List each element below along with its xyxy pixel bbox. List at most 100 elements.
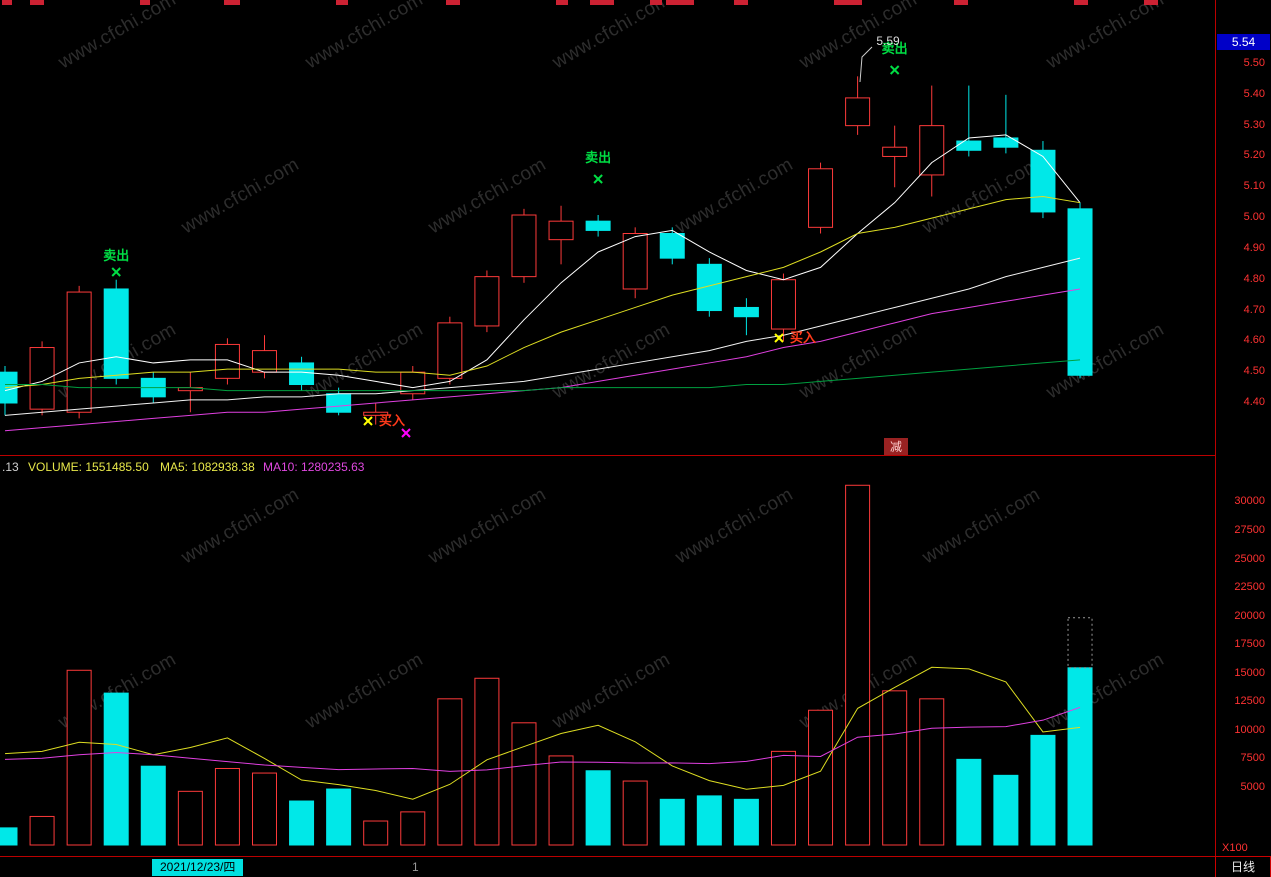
volume-bar[interactable] [437, 698, 463, 846]
volume-bar[interactable] [548, 755, 574, 846]
volume-bar[interactable] [770, 750, 796, 846]
candle-body[interactable] [696, 263, 722, 312]
x-mark-icon [401, 428, 411, 438]
volume-bar[interactable] [251, 772, 277, 846]
candle-body[interactable] [511, 214, 537, 278]
candle-body[interactable] [585, 220, 611, 231]
axis-label: 25000 [1234, 552, 1265, 565]
price-ma-line-MA60 [5, 359, 1081, 392]
axis-label: 10000 [1234, 723, 1265, 736]
volume-ghost-outline [1067, 617, 1093, 669]
axis-label: 4.40 [1243, 395, 1265, 408]
candle-body[interactable] [1030, 149, 1056, 213]
candle-body[interactable] [289, 362, 315, 386]
volume-bar[interactable] [326, 788, 352, 846]
top-edge-mark [556, 0, 568, 5]
volume-bar[interactable] [919, 698, 945, 846]
volume-value: VOLUME: 1551485.50 [28, 460, 149, 474]
candle-body[interactable] [548, 220, 574, 241]
candle-body[interactable] [326, 393, 352, 413]
ma10-number: 1280235.63 [301, 460, 365, 474]
axis-label: 7500 [1240, 752, 1265, 765]
volume-bar[interactable] [696, 795, 722, 846]
volume-ma-line-MA5 [4, 666, 1081, 800]
volume-bar[interactable] [363, 820, 389, 846]
volume-bar[interactable] [956, 758, 982, 846]
top-edge-mark [446, 0, 460, 5]
axis-label: 17500 [1234, 638, 1265, 651]
axis-label: 5.30 [1243, 118, 1265, 131]
ma5-number: 1082938.38 [191, 460, 255, 474]
last-price-tag: 5.54 [1217, 34, 1270, 50]
candle-body[interactable] [659, 232, 685, 259]
candle-body[interactable] [845, 97, 871, 127]
top-edge-mark [224, 0, 240, 5]
top-edge-mark [734, 0, 748, 5]
volume-bar[interactable] [808, 709, 834, 846]
volume-bar[interactable] [1067, 667, 1093, 846]
reduce-badge-bg [884, 438, 908, 455]
volume-bar[interactable] [622, 780, 648, 846]
volume-bar[interactable] [882, 690, 908, 846]
x-mark-icon [889, 65, 900, 75]
candle-body[interactable] [29, 347, 55, 410]
volume-bar[interactable] [585, 770, 611, 846]
candle-body[interactable] [956, 140, 982, 151]
period-selector[interactable]: 日线 [1215, 856, 1271, 877]
candle-body[interactable] [214, 343, 240, 379]
buy-signal-label: 买入 [790, 330, 816, 345]
candle-body[interactable] [733, 306, 759, 318]
top-edge-mark [650, 0, 662, 5]
axis-label: 12500 [1234, 695, 1265, 708]
volume-bar[interactable] [733, 798, 759, 846]
annotation-leader-line [859, 46, 873, 83]
top-edge-mark [954, 0, 968, 5]
right-axis-panel: 5.54 X100 5.50 5.40 5.30 5.20 5.10 5.00 4.90 4.… [1215, 0, 1271, 856]
candle-body[interactable] [882, 146, 908, 157]
volume-ma10-value: MA10: 1280235.63 [263, 460, 364, 474]
volume-bar[interactable] [140, 765, 166, 846]
volume-bar[interactable] [511, 722, 537, 846]
volume-bar[interactable] [993, 774, 1019, 846]
top-edge-mark [1074, 0, 1088, 5]
candle-body[interactable] [363, 411, 389, 416]
volume-ma5-value: MA5: 1082938.38 [160, 460, 255, 474]
candle-body[interactable] [1067, 208, 1093, 376]
ma10-label: MA10: [263, 460, 298, 474]
axis-label: 4.70 [1243, 303, 1265, 316]
volume-bar[interactable] [177, 790, 203, 846]
candle-body[interactable] [103, 288, 129, 379]
ma5-label: MA5: [160, 460, 189, 474]
volume-bar[interactable] [474, 677, 500, 846]
buy-signal-label: 买入 [379, 413, 405, 428]
axis-label: 5.00 [1243, 211, 1265, 224]
top-edge-mark [1144, 0, 1158, 5]
candle-body[interactable] [474, 276, 500, 327]
volume-info-line: .13 VOLUME: 1551485.50 MA5: 1082938.38 M… [0, 460, 1100, 476]
volume-bar[interactable] [103, 692, 129, 846]
candle-body[interactable] [919, 125, 945, 176]
volume-bar[interactable] [400, 811, 426, 846]
volume-bar[interactable] [214, 767, 240, 846]
volume-bar[interactable] [289, 800, 315, 846]
volume-bar[interactable] [659, 798, 685, 846]
axis-label: 27500 [1234, 523, 1265, 536]
volume-bar[interactable] [1030, 734, 1056, 846]
candle-body[interactable] [437, 322, 463, 379]
candle-body[interactable] [993, 137, 1019, 148]
top-edge-mark [666, 0, 694, 5]
candle-body[interactable] [66, 291, 92, 413]
price-ma-line-MA20 [4, 257, 1081, 416]
top-edge-mark [336, 0, 348, 5]
volume-bar[interactable] [845, 484, 871, 846]
volume-bar[interactable] [29, 815, 55, 846]
volume-bar[interactable] [0, 827, 18, 846]
x-mark-icon [774, 333, 784, 343]
candle-body[interactable] [622, 232, 648, 290]
candle-body[interactable] [808, 168, 834, 228]
volume-bar[interactable] [66, 669, 92, 846]
price-ma-line-MA10 [4, 196, 1081, 389]
candle-body[interactable] [770, 279, 796, 330]
page-marker: 1 [412, 860, 419, 874]
